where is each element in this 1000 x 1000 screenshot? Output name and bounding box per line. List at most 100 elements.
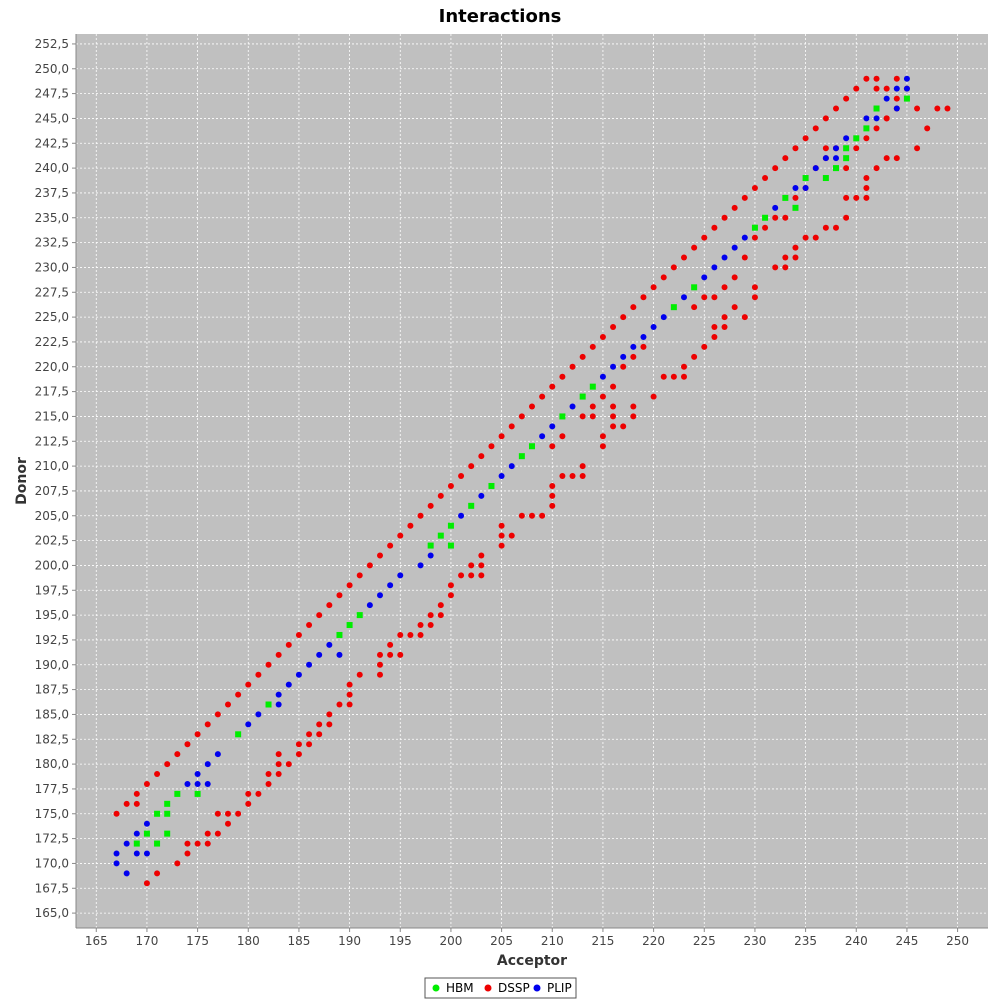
dssp-point: [295, 751, 302, 758]
dssp-point: [721, 214, 728, 221]
dssp-point: [701, 294, 708, 301]
dssp-point: [275, 761, 282, 768]
hbm-point: [782, 194, 789, 201]
dssp-point: [447, 592, 454, 599]
dssp-point: [498, 433, 505, 440]
y-tick-label: 195,0: [35, 608, 69, 622]
dssp-point: [133, 800, 140, 807]
x-tick-label: 200: [439, 934, 462, 948]
plip-point: [903, 85, 910, 92]
dssp-point: [508, 532, 515, 539]
y-tick-label: 200,0: [35, 558, 69, 572]
hbm-point: [589, 383, 596, 390]
legend-box: [424, 977, 577, 999]
plip-point: [133, 850, 140, 857]
x-tick-label: 225: [693, 934, 716, 948]
dssp-point: [681, 373, 687, 380]
dssp-point: [326, 721, 333, 728]
x-axis-title: Acceptor: [497, 953, 567, 969]
dssp-point: [893, 75, 900, 82]
dssp-point: [336, 592, 343, 599]
dssp-point: [549, 502, 556, 509]
dssp-point: [853, 85, 860, 92]
dssp-point: [751, 234, 758, 241]
hbm-point: [143, 830, 150, 837]
dssp-point: [407, 522, 414, 529]
dssp-point: [518, 512, 525, 519]
hbm-point: [133, 840, 140, 847]
plip-point: [498, 473, 505, 480]
dssp-point: [316, 721, 323, 728]
dssp-point: [306, 741, 313, 748]
dssp-point: [731, 274, 738, 281]
dssp-point: [235, 810, 242, 817]
dssp-point: [549, 443, 556, 450]
x-tick-label: 195: [389, 934, 412, 948]
dssp-point: [843, 95, 850, 102]
y-tick-label: 235,0: [35, 211, 69, 225]
dssp-point: [670, 264, 677, 271]
dssp-point: [498, 522, 505, 529]
plip-point: [741, 234, 748, 241]
dssp-point: [914, 145, 921, 152]
dssp-point: [397, 532, 404, 539]
dssp-point: [792, 194, 799, 201]
hbm-point: [427, 542, 434, 549]
hbm-point: [154, 810, 161, 817]
plip-point: [295, 671, 302, 678]
y-tick-label: 222,5: [35, 335, 69, 349]
dssp-point: [265, 771, 272, 778]
plip-point: [833, 145, 839, 152]
plip-point: [620, 353, 627, 360]
dssp-point: [873, 75, 880, 82]
x-tick-label: 205: [490, 934, 513, 948]
plip-point: [863, 115, 870, 122]
dssp-point: [387, 542, 394, 549]
dssp-point: [579, 473, 586, 480]
x-tick-label: 210: [541, 934, 564, 948]
hbm-point: [164, 830, 171, 837]
dssp-point: [407, 631, 414, 638]
dssp-point: [377, 671, 383, 678]
dssp-point: [285, 641, 292, 648]
y-tick-label: 232,5: [35, 236, 69, 250]
plip-point: [245, 721, 252, 728]
dssp-point: [478, 562, 485, 569]
plip-point: [883, 95, 890, 102]
hbm-point: [853, 135, 860, 142]
hbm-point: [468, 502, 475, 509]
plip-point: [316, 651, 323, 658]
dssp-point: [802, 234, 809, 241]
dssp-point: [863, 75, 870, 82]
dssp-point: [751, 184, 758, 191]
y-tick-label: 177,5: [35, 782, 69, 796]
dssp-point: [681, 363, 687, 370]
hbm-point: [843, 145, 850, 152]
plip-point: [599, 373, 606, 380]
plip-point: [377, 592, 383, 599]
dssp-point: [549, 482, 556, 489]
dssp-point: [873, 165, 880, 172]
plip-point: [275, 691, 282, 698]
plip-point: [792, 184, 799, 191]
hbm-point: [559, 413, 566, 420]
plip-point: [903, 75, 910, 82]
dssp-point: [508, 423, 515, 430]
plip-point: [427, 552, 434, 559]
dssp-point: [772, 165, 779, 172]
hbm-point: [154, 840, 161, 847]
y-tick-label: 202,5: [35, 534, 69, 548]
plip-point: [204, 761, 211, 768]
dssp-point: [255, 790, 262, 797]
plip-point: [711, 264, 718, 271]
dssp-point: [194, 840, 201, 847]
dssp-point: [377, 661, 383, 668]
plip-point: [640, 333, 647, 340]
dssp-point: [772, 264, 779, 271]
dssp-point: [822, 224, 829, 231]
dssp-point: [610, 324, 617, 331]
dssp-point: [620, 314, 627, 321]
hbm-point: [792, 204, 799, 211]
dssp-point: [782, 254, 789, 261]
plip-point: [458, 512, 465, 519]
